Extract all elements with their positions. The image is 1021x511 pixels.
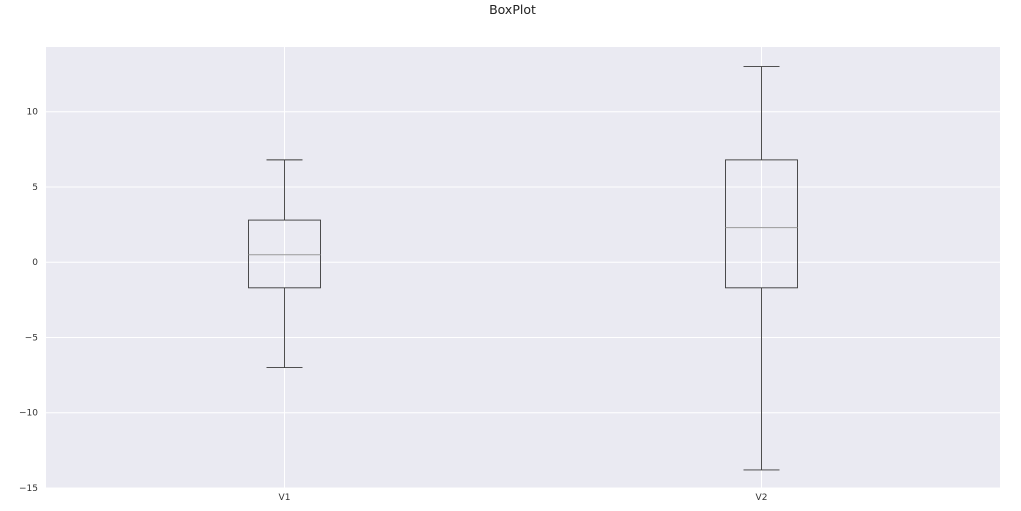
y-tick-label: −10	[19, 409, 38, 419]
y-tick-label: 5	[32, 183, 38, 193]
boxes	[248, 66, 798, 471]
grid-lines	[46, 47, 1000, 489]
box-body	[248, 219, 321, 289]
y-tick-label: −15	[19, 484, 38, 494]
y-tick-label: −5	[25, 333, 38, 343]
x-tick-label: V1	[279, 493, 291, 503]
chart-title: BoxPlot	[489, 2, 536, 17]
box-body	[725, 159, 798, 289]
x-tick-label: V2	[756, 493, 768, 503]
box-V1	[248, 159, 321, 369]
plot-area	[46, 47, 1000, 488]
y-axis-ticks: −15 −10 −5 0 5 10	[19, 108, 38, 494]
box-V2	[725, 66, 798, 471]
y-tick-label: 10	[27, 108, 39, 118]
x-axis-ticks: V1 V2	[279, 493, 768, 503]
y-tick-label: 0	[32, 258, 38, 268]
